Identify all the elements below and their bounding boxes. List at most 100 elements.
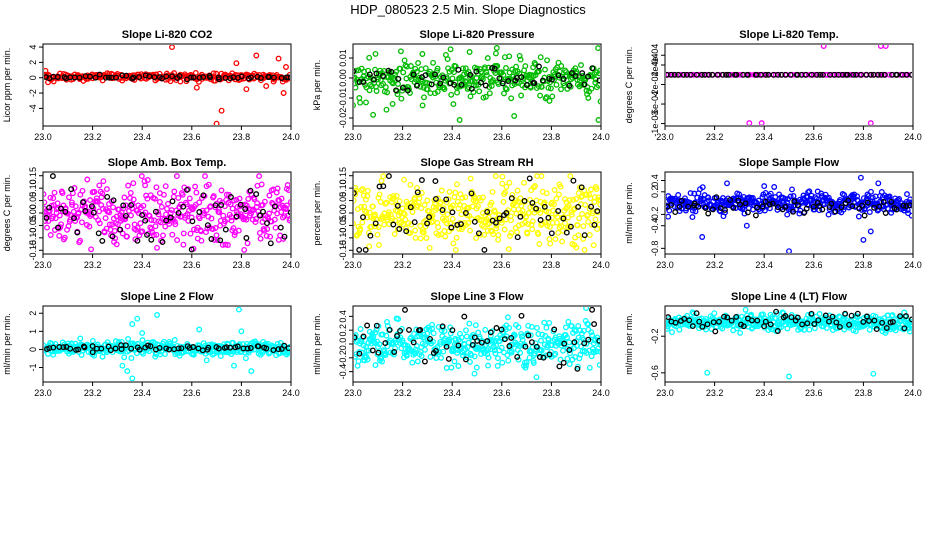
- data-point: [485, 362, 491, 369]
- data-point: [51, 189, 58, 196]
- data-point: [202, 173, 208, 180]
- panel-title: Slope Sample Flow: [739, 157, 840, 169]
- data-point: [592, 76, 599, 83]
- y-axis-label: ml/min per min.: [312, 313, 322, 375]
- data-point: [448, 224, 455, 231]
- data-point: [484, 351, 491, 358]
- data-point: [907, 322, 912, 329]
- data-point: [476, 88, 483, 95]
- data-point: [462, 356, 469, 363]
- data-point: [753, 204, 760, 211]
- data-point: [473, 364, 480, 371]
- data-point: [846, 321, 853, 328]
- data-point: [460, 71, 467, 78]
- data-point: [870, 370, 877, 377]
- data-point: [485, 345, 492, 352]
- data-point: [363, 84, 370, 91]
- data-point: [799, 321, 806, 328]
- data-point: [409, 359, 416, 366]
- data-point: [468, 352, 475, 359]
- data-point: [570, 206, 577, 213]
- data-point: [112, 345, 119, 352]
- data-point: [419, 102, 426, 109]
- data-point: [695, 71, 702, 78]
- y-tick-label: 2: [28, 311, 38, 316]
- y-tick-label: -0.10: [28, 228, 38, 249]
- data-point: [402, 307, 408, 313]
- plot-frame: [664, 171, 914, 255]
- data-point: [96, 71, 103, 78]
- data-point: [128, 212, 134, 219]
- data-point: [580, 223, 587, 230]
- data-point: [774, 328, 781, 334]
- x-tick-label: 23.4: [755, 260, 773, 270]
- data-point: [366, 54, 373, 61]
- data-point: [855, 213, 862, 220]
- data-point: [120, 202, 127, 209]
- data-point: [474, 203, 481, 210]
- data-point: [77, 237, 84, 244]
- data-point: [836, 323, 843, 330]
- data-point: [722, 206, 728, 213]
- data-point: [789, 186, 795, 193]
- data-point: [446, 336, 453, 343]
- data-point: [876, 203, 883, 210]
- data-point: [838, 204, 845, 211]
- data-point: [552, 350, 559, 357]
- data-point: [124, 368, 131, 375]
- data-point: [568, 70, 575, 76]
- data-point: [705, 210, 712, 217]
- data-point: [561, 340, 568, 347]
- data-point: [375, 349, 382, 356]
- data-point: [146, 73, 153, 80]
- data-point: [393, 87, 399, 94]
- data-point: [558, 86, 564, 93]
- data-point: [180, 230, 187, 237]
- data-point: [454, 89, 461, 96]
- data-point: [441, 228, 448, 234]
- data-point: [131, 221, 138, 228]
- data-point: [99, 205, 106, 212]
- data-point: [861, 212, 868, 219]
- data-point: [227, 75, 234, 82]
- data-point: [508, 195, 515, 202]
- data-point: [203, 207, 210, 214]
- data-point: [482, 93, 489, 100]
- data-point: [564, 334, 570, 341]
- series-filtered: [354, 63, 600, 94]
- data-point: [481, 64, 488, 71]
- data-point: [488, 199, 495, 206]
- data-point: [215, 206, 222, 213]
- data-point: [213, 232, 220, 239]
- data-point: [118, 338, 125, 345]
- panel-title: Slope Amb. Box Temp.: [108, 157, 227, 169]
- data-point: [243, 216, 250, 223]
- data-point: [591, 221, 598, 228]
- data-point: [153, 231, 160, 238]
- panel-5: Slope Gas Stream RH 23.0 23.2 23.4 23.6 23.8 2…: [312, 157, 610, 270]
- y-tick-label: -0.05: [28, 215, 38, 236]
- data-point: [589, 307, 596, 313]
- data-point: [409, 209, 416, 215]
- data-point: [455, 66, 462, 73]
- data-point: [871, 204, 878, 211]
- x-tick-label: 23.6: [805, 132, 823, 142]
- data-point: [125, 182, 132, 189]
- data-point: [437, 80, 444, 87]
- data-point: [501, 226, 508, 233]
- data-point: [555, 72, 562, 79]
- data-point: [424, 197, 431, 204]
- data-point: [808, 310, 815, 317]
- data-point: [543, 190, 550, 197]
- data-point: [128, 345, 135, 352]
- y-axis-label: ml/min per min.: [624, 313, 634, 375]
- data-point: [462, 78, 469, 85]
- data-point: [762, 318, 769, 325]
- data-point: [212, 202, 219, 209]
- plot-frame: [42, 43, 292, 127]
- panel-8: Slope Line 3 Flow 23.0 23.2 23.4 23.6 23.8 24.…: [312, 291, 610, 398]
- data-point: [162, 223, 169, 230]
- data-point: [391, 231, 398, 237]
- data-point: [596, 77, 600, 84]
